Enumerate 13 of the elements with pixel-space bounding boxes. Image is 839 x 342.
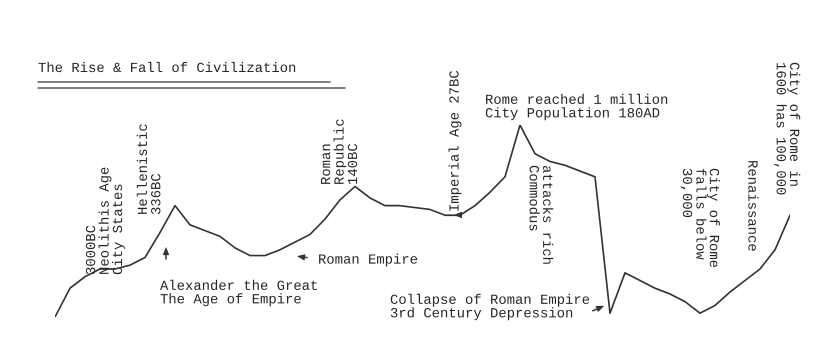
chart-title: The Rise & Fall of Civilization	[38, 62, 296, 72]
annotation: Collapse of Roman Empire 3rd Century Depression	[390, 294, 590, 320]
annotation: City of Rome in 1600 has 100,000	[774, 62, 800, 194]
text: Rome reached 1 million City Population 180AD	[486, 94, 668, 120]
annotation: Alexander the Great The Age of Empire	[160, 280, 317, 306]
annotation: Renaissance	[748, 161, 758, 251]
annotation: City of Rome falls below 30,000	[680, 168, 720, 268]
annotation: Hellenistic 336BC	[136, 124, 160, 214]
annotation: 3000BC Neolithis Age City States	[86, 168, 125, 274]
annotation: Roman Republic 140BC	[320, 119, 358, 184]
annotation: attacks rich Commodus	[530, 166, 554, 264]
annotation: Roman Empire	[319, 254, 418, 266]
annotation: Imperial Age 27BC	[448, 70, 462, 211]
